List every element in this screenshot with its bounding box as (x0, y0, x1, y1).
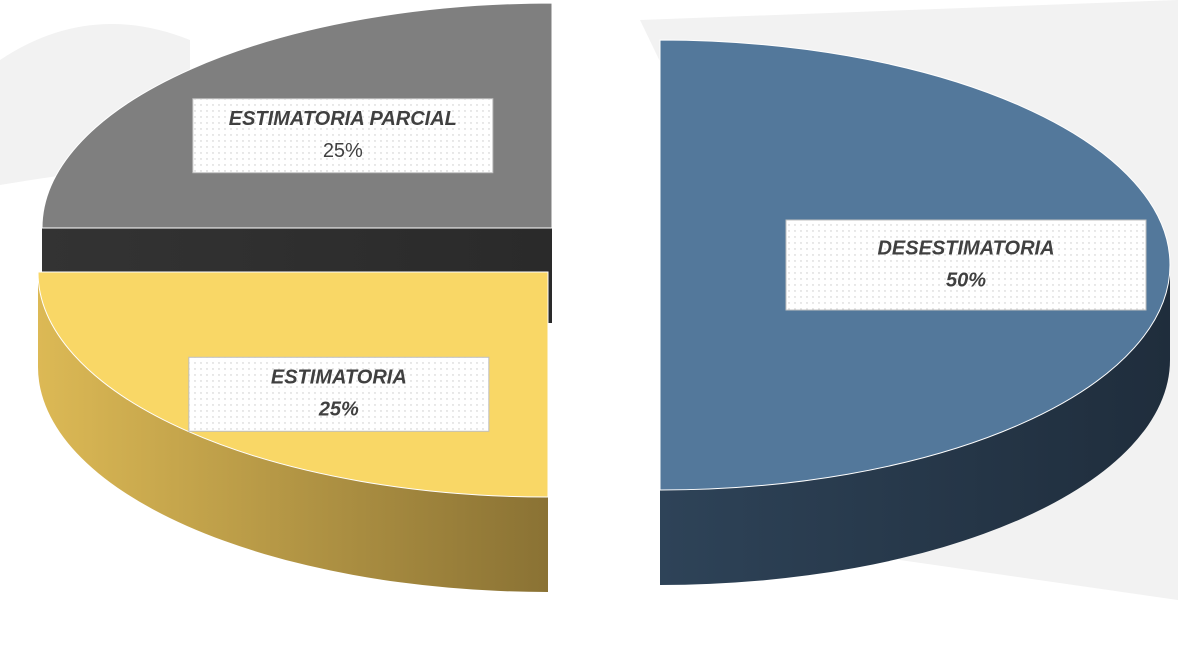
slice-side (38, 272, 548, 592)
label-box (188, 356, 490, 432)
label-category: ESTIMATORIA PARCIAL (229, 108, 457, 130)
label-value: 25% (323, 140, 363, 162)
label-value: 25% (318, 399, 359, 421)
label-category: DESESTIMATORIA (877, 237, 1054, 259)
labels: DESESTIMATORIA 50% ESTIMATORIA 25% ESTIMATOR… (188, 98, 1147, 432)
label-box (192, 98, 494, 174)
label-category: ESTIMATORIA (271, 367, 407, 389)
label-value: 50% (946, 269, 986, 291)
label-box (785, 219, 1147, 311)
slice-side (660, 265, 1170, 585)
